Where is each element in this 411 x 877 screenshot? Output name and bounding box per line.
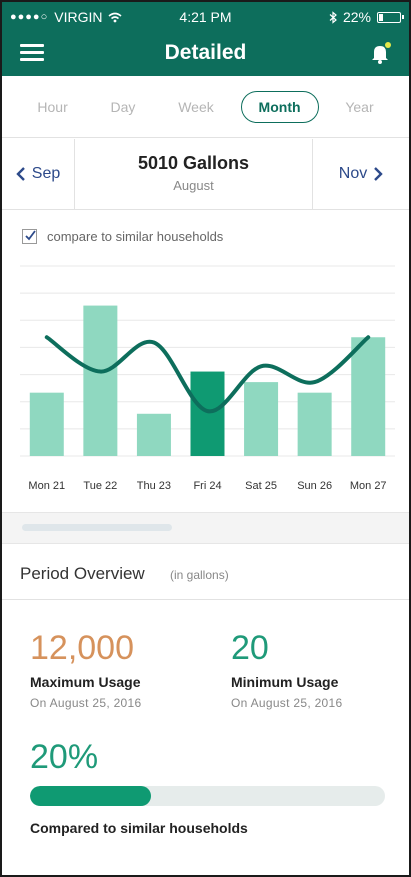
next-month-button[interactable]: Nov [312, 139, 409, 209]
x-axis-label: Fri 24 [193, 480, 221, 492]
battery-icon [377, 11, 404, 23]
wifi-icon [108, 12, 122, 22]
scrollbar-thumb[interactable] [22, 524, 172, 531]
signal-icon: ●●●●○ [10, 11, 49, 23]
month-navigator: Sep 5010 Gallons August Nov [2, 139, 409, 210]
tab-month[interactable]: Month [240, 90, 319, 123]
comparison-progress-fill [30, 786, 151, 806]
next-month-label: Nov [338, 165, 368, 182]
x-axis-label: Mon 27 [350, 480, 387, 492]
current-period: 5010 Gallons August [74, 139, 313, 209]
comparison-line [44, 335, 371, 414]
carrier: VIRGIN [54, 9, 103, 25]
previous-month-label: Sep [31, 165, 61, 182]
tab-day[interactable]: Day [110, 98, 136, 115]
clock: 4:21 PM [179, 9, 232, 25]
overview-title: Period Overview [20, 564, 145, 583]
x-axis-label: Sun 26 [297, 480, 332, 492]
period-month: August [173, 178, 214, 193]
minimum-usage-value: 20 [231, 629, 269, 667]
chart-bar[interactable] [29, 392, 64, 456]
compare-label: compare to similar households [47, 229, 224, 244]
battery-percent: 22% [342, 9, 371, 25]
bluetooth-icon [329, 10, 337, 24]
hamburger-menu-icon[interactable] [20, 43, 44, 63]
comparison-percent: 20% [30, 738, 99, 776]
tab-hour[interactable]: Hour [37, 98, 68, 115]
chevron-right-icon [374, 167, 383, 181]
minimum-usage-date: On August 25, 2016 [231, 696, 343, 710]
x-axis-label: Tue 22 [83, 480, 117, 492]
notification-bell-icon[interactable] [367, 40, 393, 66]
period-total: 5010 Gallons [137, 153, 250, 173]
page-title: Detailed [164, 41, 247, 64]
maximum-usage-value: 12,000 [30, 629, 134, 667]
chart-bar[interactable] [83, 305, 118, 456]
compare-toggle[interactable]: compare to similar households [22, 229, 223, 244]
minimum-usage-stat: 20 Minimum Usage On August 25, 2016 [231, 629, 342, 710]
chart-bar[interactable] [190, 371, 225, 456]
tab-week[interactable]: Week [178, 98, 214, 115]
overview-unit: (in gallons) [170, 568, 229, 582]
previous-month-button[interactable]: Sep [2, 139, 75, 209]
comparison-caption: Compared to similar households [30, 820, 248, 836]
maximum-usage-stat: 12,000 Maximum Usage On August 25, 2016 [30, 629, 141, 710]
chart-scrollbar[interactable] [2, 512, 409, 544]
app-header: Detailed [2, 32, 409, 76]
x-axis-label: Mon 21 [28, 480, 65, 492]
comparison-progress-bar [30, 786, 385, 806]
checkmark-icon [25, 230, 36, 241]
chart-bar[interactable] [136, 413, 171, 456]
chart-bar[interactable] [297, 392, 332, 456]
maximum-usage-date: On August 25, 2016 [30, 696, 142, 710]
usage-chart: Mon 21 Tue 22 Thu 23 Fri 24 Sat 25 Sun 26 Mon … [20, 265, 395, 492]
period-tabs: Hour Day Week Month Year [2, 76, 409, 138]
period-overview-header: Period Overview (in gallons) [2, 547, 409, 600]
minimum-usage-label: Minimum Usage [231, 674, 339, 690]
status-bar: ●●●●○ VIRGIN 4:21 PM 22% [2, 2, 409, 32]
chart-bar[interactable] [351, 337, 386, 456]
maximum-usage-label: Maximum Usage [30, 674, 141, 690]
chart-bar[interactable] [244, 382, 279, 456]
tab-year[interactable]: Year [345, 98, 374, 115]
chevron-left-icon [16, 167, 25, 181]
x-axis-label: Sat 25 [245, 480, 277, 492]
x-axis-label: Thu 23 [137, 480, 171, 492]
compare-checkbox[interactable] [22, 229, 37, 244]
